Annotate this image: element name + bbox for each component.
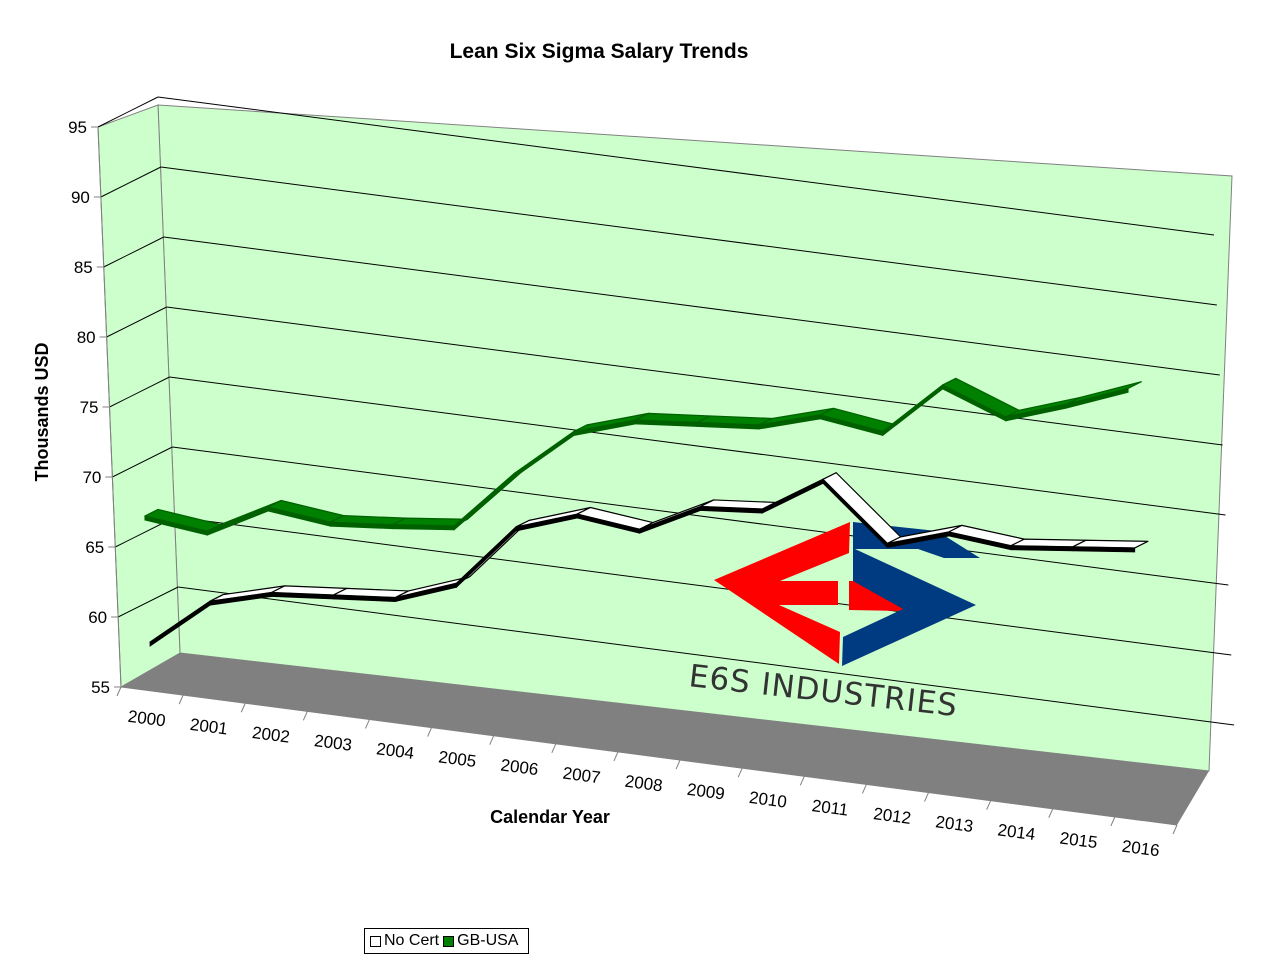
legend-label-gb-usa: GB-USA	[457, 932, 519, 949]
x-tick-mark	[489, 735, 495, 745]
y-tick-label: 60	[88, 608, 107, 627]
x-tick-mark	[1048, 808, 1054, 818]
series-no-cert	[149, 472, 1149, 647]
y-tick-label: 65	[85, 538, 104, 557]
y-tick-label: 95	[68, 118, 87, 137]
logo-blue-shape	[842, 522, 980, 666]
x-tick-mark	[1110, 816, 1116, 827]
x-tick-mark	[737, 767, 743, 778]
x-tick-mark	[986, 800, 992, 810]
legend-item-gb-usa: GB-USA	[443, 932, 518, 950]
series-layer	[144, 377, 1149, 647]
x-tick-label: 2003	[313, 731, 353, 755]
gridline-back	[169, 376, 1226, 516]
gridline-back	[178, 586, 1235, 726]
x-tick-mark	[675, 759, 681, 770]
legend-swatch-gb-usa	[443, 935, 455, 947]
x-axis-label: Calendar Year	[490, 807, 610, 827]
x-axis-line	[120, 686, 1178, 826]
y-axis-label: Thousands USD	[32, 342, 52, 481]
x-tick-label: 2007	[562, 764, 602, 788]
x-tick-label: 2006	[499, 755, 539, 779]
y-tick-label: 70	[82, 468, 101, 487]
x-tick-mark	[861, 784, 867, 794]
gridline-back	[160, 166, 1217, 306]
x-tick-mark	[365, 719, 370, 729]
legend-label-no-cert: No Cert	[384, 932, 440, 949]
x-tick-label: 2010	[748, 788, 788, 812]
x-axis-ticks: 2000 2001 2002 2003 2004 2005 2006 2007 2008 2009…	[116, 686, 1178, 861]
x-tick-mark	[116, 686, 122, 697]
gridline-back	[166, 306, 1223, 446]
x-tick-mark	[178, 694, 184, 705]
x-tick-label: 2004	[375, 739, 415, 763]
x-tick-label: 2012	[872, 804, 912, 828]
gridline-back	[175, 516, 1232, 656]
y-tick-label: 55	[91, 678, 110, 697]
x-tick-mark	[551, 743, 557, 754]
legend-swatch-no-cert	[370, 935, 381, 947]
x-tick-label: 2015	[1059, 828, 1099, 852]
x-tick-label: 2005	[437, 747, 477, 771]
gridline-side	[109, 376, 170, 408]
line-segment-edge	[1010, 545, 1074, 552]
x-tick-mark	[302, 711, 308, 721]
logo-red-shape	[714, 522, 850, 664]
gridline-side	[112, 446, 173, 478]
gridline-side	[106, 306, 167, 338]
x-tick-mark	[427, 727, 433, 737]
x-tick-label: 2001	[189, 715, 229, 739]
x-tick-mark	[240, 703, 246, 713]
x-tick-label: 2002	[251, 723, 291, 747]
y-tick-label: 85	[74, 258, 93, 277]
x-tick-label: 2011	[811, 796, 850, 820]
gridline-side	[103, 236, 164, 268]
chart-title: Lean Six Sigma Salary Trends	[450, 40, 749, 63]
line-segment-edge	[391, 524, 455, 531]
x-tick-mark	[613, 751, 619, 762]
line-segment-edge	[1066, 387, 1129, 409]
x-tick-label: 2008	[624, 772, 664, 796]
line-segment-edge	[1072, 546, 1136, 553]
x-tick-label: 2016	[1121, 837, 1161, 861]
gridline-side	[100, 166, 162, 198]
y-tick-label: 80	[77, 328, 96, 347]
gridline-side	[97, 96, 159, 128]
legend: No Cert GB-USA	[364, 928, 530, 954]
x-tick-label: 2013	[934, 812, 974, 836]
gridline-back	[163, 236, 1220, 376]
chart-floor	[121, 653, 1209, 825]
x-tick-mark	[799, 776, 805, 786]
gridline-back	[172, 446, 1229, 586]
y-axis-ticks: 55 60 65 70 75 80 85 90 95	[68, 118, 121, 697]
gridlines	[97, 96, 1235, 726]
y-tick-label: 90	[71, 188, 90, 207]
legend-item-no-cert: No Cert	[370, 932, 439, 950]
gridline-back	[157, 96, 1215, 236]
x-tick-label: 2000	[127, 707, 167, 731]
x-tick-mark	[1172, 824, 1178, 835]
y-tick-label: 75	[80, 398, 99, 417]
series-gb-usa	[144, 377, 1142, 536]
gridline-side	[117, 586, 179, 618]
x-tick-label: 2009	[686, 780, 726, 804]
x-tick-label: 2014	[996, 820, 1036, 844]
x-tick-mark	[924, 792, 929, 802]
